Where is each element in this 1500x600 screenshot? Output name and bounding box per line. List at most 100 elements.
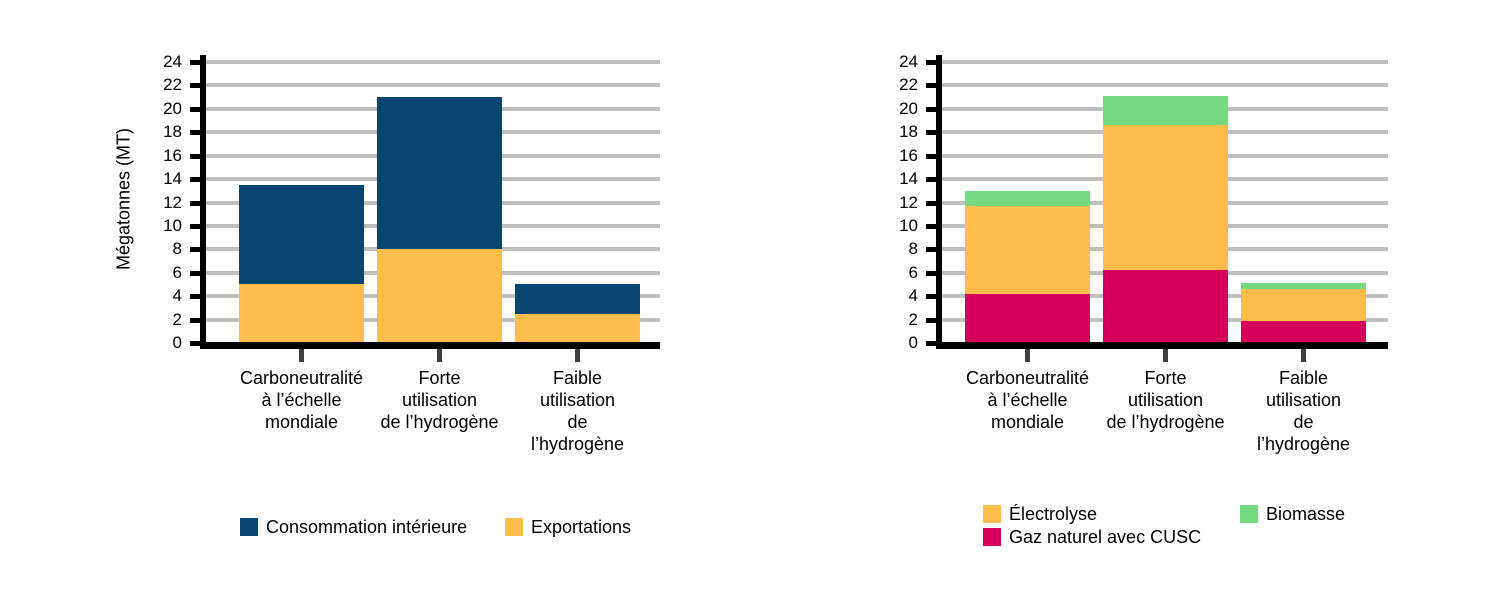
y-axis-tick — [926, 130, 936, 136]
x-axis-line — [936, 342, 1388, 349]
x-axis-tick — [1025, 349, 1030, 362]
gridline — [942, 83, 1388, 88]
gridline — [206, 83, 660, 88]
bar-segment — [1103, 270, 1228, 343]
y-axis-tick — [190, 177, 200, 183]
bar-segment — [965, 206, 1090, 294]
legend-item: Gaz naturel avec CUSC — [983, 527, 1201, 547]
y-tick-label: 14 — [899, 169, 918, 189]
bar-segment — [965, 293, 1090, 343]
legend-label: Biomasse — [1266, 504, 1346, 524]
y-axis-tick — [190, 270, 200, 276]
y-tick-label: 8 — [172, 239, 182, 259]
legend-label: Consommation intérieure — [266, 517, 468, 537]
category-label: Carboneutralité à l’échelle mondiale — [239, 368, 364, 432]
gridline — [942, 60, 1388, 64]
legend-swatch — [983, 505, 1001, 523]
y-axis-line — [936, 55, 942, 349]
bar-segment — [1103, 95, 1228, 126]
y-tick-label: 0 — [908, 333, 918, 352]
y-tick-label: 18 — [899, 122, 918, 142]
y-axis-tick — [190, 153, 200, 159]
y-axis-tick — [926, 60, 936, 65]
y-tick-label: 0 — [172, 333, 182, 352]
y-tick-label: 22 — [899, 75, 918, 95]
y-axis-tick — [190, 60, 200, 65]
category-label: Faible utilisation de l’hydrogène — [1256, 368, 1351, 454]
y-axis-tick — [190, 247, 200, 253]
bar-segment — [965, 190, 1090, 206]
y-tick-label: 12 — [899, 192, 918, 212]
y-tick-label: 20 — [899, 98, 918, 118]
category-label: Faible utilisation de l’hydrogène — [530, 368, 625, 454]
y-axis-tick — [926, 223, 936, 229]
bar-segment — [1103, 125, 1228, 271]
gridline — [206, 60, 660, 64]
y-tick-label: 10 — [163, 215, 182, 235]
category-label: Carboneutralité à l’échelle mondiale — [965, 368, 1090, 432]
y-tick-label: 8 — [908, 239, 918, 259]
y-axis-tick — [926, 317, 936, 323]
y-tick-label: 16 — [899, 145, 918, 165]
y-tick-label: 16 — [163, 145, 182, 165]
bar-segment — [239, 284, 364, 343]
y-axis-tick — [190, 130, 200, 136]
x-axis-tick — [437, 349, 442, 362]
bar-segment — [515, 284, 640, 314]
legend-label: Exportations — [531, 517, 632, 537]
category-label: Forte utilisation de l’hydrogène — [1106, 368, 1225, 432]
bar-segment — [1241, 320, 1366, 343]
y-axis-tick — [190, 106, 200, 112]
y-tick-label: 2 — [172, 309, 182, 329]
y-tick-label: 18 — [163, 122, 182, 142]
y-axis-tick — [926, 177, 936, 183]
y-tick-label: 12 — [163, 192, 182, 212]
y-axis-tick — [926, 153, 936, 159]
y-tick-label: 6 — [908, 262, 918, 282]
y-axis-tick — [190, 83, 200, 89]
y-tick-label: 14 — [163, 169, 182, 189]
x-axis-tick — [299, 349, 304, 362]
y-axis-tick — [190, 223, 200, 229]
bar-segment — [515, 313, 640, 343]
legend-item: Électrolyse — [983, 504, 1097, 524]
x-axis-tick — [1163, 349, 1168, 362]
y-axis-title: Mégatonnes (MT) — [113, 127, 134, 271]
legend-label: Gaz naturel avec CUSC — [1009, 527, 1202, 547]
bar-segment — [1241, 283, 1366, 290]
y-axis-tick — [190, 341, 200, 346]
y-axis-tick — [190, 200, 200, 206]
x-axis-tick — [575, 349, 580, 362]
bar-segment — [239, 184, 364, 285]
bar-segment — [377, 97, 502, 250]
y-axis-tick — [190, 294, 200, 300]
bar-segment — [1241, 289, 1366, 321]
legend-item: Exportations — [505, 517, 631, 537]
legend-swatch — [1240, 505, 1258, 523]
y-tick-label: 10 — [899, 215, 918, 235]
legend-swatch — [240, 518, 258, 536]
y-axis-tick — [926, 83, 936, 89]
y-tick-label: 22 — [163, 75, 182, 95]
y-axis-line — [200, 55, 206, 349]
legend-swatch — [983, 528, 1001, 546]
bar-segment — [377, 249, 502, 343]
y-axis-tick — [926, 247, 936, 253]
legend-item: Biomasse — [1240, 504, 1345, 524]
x-axis-tick — [1301, 349, 1306, 362]
y-tick-label: 6 — [172, 262, 182, 282]
y-axis-tick — [926, 200, 936, 206]
y-axis-tick — [926, 294, 936, 300]
legend-item: Consommation intérieure — [240, 517, 467, 537]
y-tick-label: 2 — [908, 309, 918, 329]
y-axis-tick — [926, 270, 936, 276]
y-tick-label: 4 — [908, 286, 918, 306]
y-axis-tick — [926, 106, 936, 112]
y-axis-tick — [926, 341, 936, 346]
y-tick-label: 20 — [163, 98, 182, 118]
x-axis-line — [200, 342, 660, 349]
legend-swatch — [505, 518, 523, 536]
